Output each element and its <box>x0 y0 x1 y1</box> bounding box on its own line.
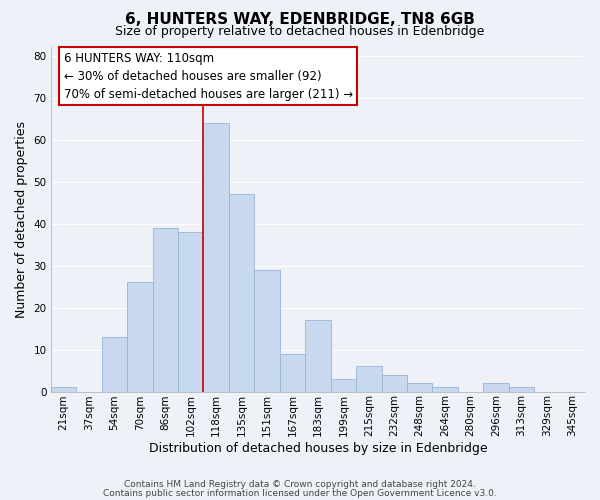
Bar <box>254 270 280 392</box>
Y-axis label: Number of detached properties: Number of detached properties <box>15 121 28 318</box>
Text: Size of property relative to detached houses in Edenbridge: Size of property relative to detached ho… <box>115 25 485 38</box>
Bar <box>102 337 127 392</box>
Text: 6, HUNTERS WAY, EDENBRIDGE, TN8 6GB: 6, HUNTERS WAY, EDENBRIDGE, TN8 6GB <box>125 12 475 28</box>
Bar <box>382 375 407 392</box>
X-axis label: Distribution of detached houses by size in Edenbridge: Distribution of detached houses by size … <box>149 442 487 455</box>
Bar <box>203 123 229 392</box>
Bar <box>407 383 433 392</box>
Text: Contains public sector information licensed under the Open Government Licence v3: Contains public sector information licen… <box>103 488 497 498</box>
Text: 6 HUNTERS WAY: 110sqm
← 30% of detached houses are smaller (92)
70% of semi-deta: 6 HUNTERS WAY: 110sqm ← 30% of detached … <box>64 52 353 100</box>
Text: Contains HM Land Registry data © Crown copyright and database right 2024.: Contains HM Land Registry data © Crown c… <box>124 480 476 489</box>
Bar <box>509 388 534 392</box>
Bar <box>280 354 305 392</box>
Bar <box>331 379 356 392</box>
Bar <box>152 228 178 392</box>
Bar <box>229 194 254 392</box>
Bar <box>356 366 382 392</box>
Bar <box>433 388 458 392</box>
Bar <box>483 383 509 392</box>
Bar <box>178 232 203 392</box>
Bar <box>51 388 76 392</box>
Bar <box>305 320 331 392</box>
Bar <box>127 282 152 392</box>
